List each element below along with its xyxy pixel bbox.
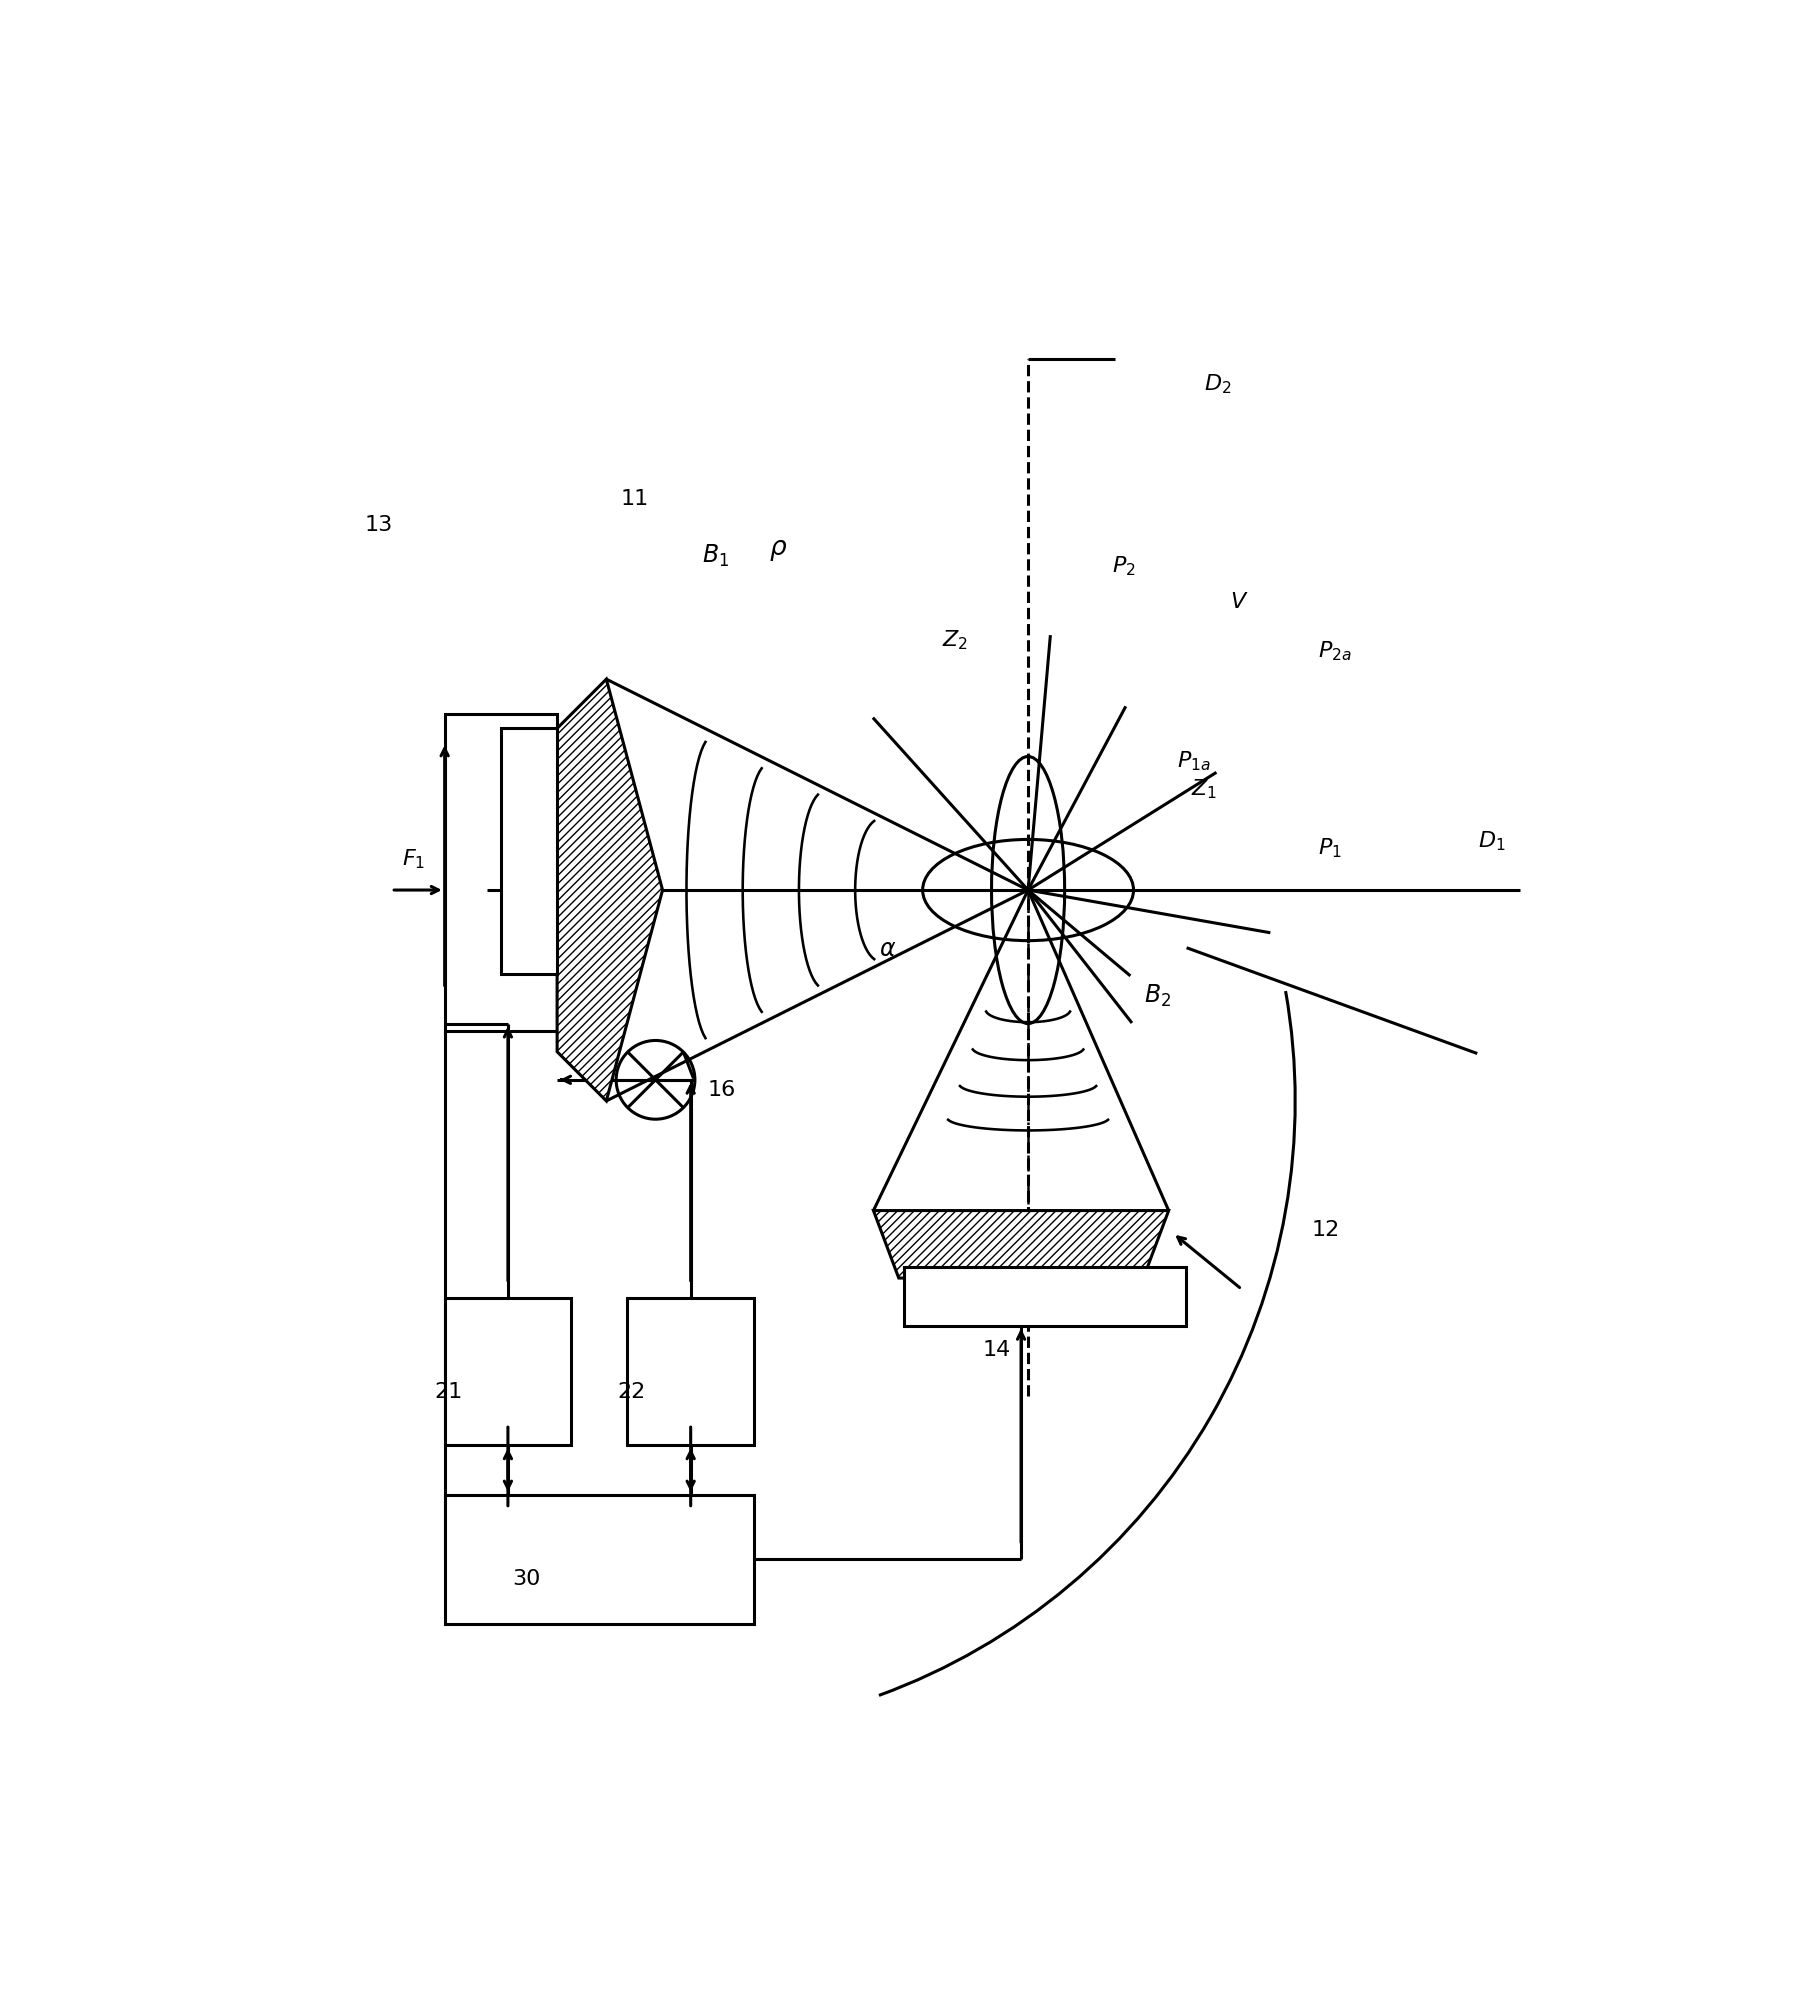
Text: 30: 30 <box>512 1568 541 1588</box>
Bar <box>444 1298 571 1445</box>
Bar <box>905 1266 1186 1327</box>
Text: $P_{2a}$: $P_{2a}$ <box>1317 640 1351 662</box>
Polygon shape <box>874 1210 1168 1278</box>
Bar <box>444 715 557 1031</box>
Bar <box>444 1494 755 1624</box>
Text: 21: 21 <box>435 1383 463 1401</box>
Text: $P_2$: $P_2$ <box>1112 556 1136 578</box>
Text: $V$: $V$ <box>1230 592 1248 612</box>
Bar <box>501 729 557 974</box>
Text: $Z_1$: $Z_1$ <box>1190 777 1217 801</box>
Text: 12: 12 <box>1312 1220 1341 1240</box>
Text: $D_2$: $D_2$ <box>1204 372 1232 397</box>
Text: $\rho$: $\rho$ <box>769 537 787 564</box>
Text: $F_1$: $F_1$ <box>403 847 424 872</box>
Text: $D_1$: $D_1$ <box>1478 829 1506 854</box>
Text: $P_{1a}$: $P_{1a}$ <box>1177 749 1212 773</box>
Bar <box>628 1298 755 1445</box>
Text: 14: 14 <box>983 1341 1010 1359</box>
Text: $F_2$: $F_2$ <box>1034 1284 1056 1308</box>
Text: 22: 22 <box>617 1383 646 1401</box>
Text: $B_1$: $B_1$ <box>702 541 729 568</box>
Text: 11: 11 <box>620 489 649 509</box>
Text: $B_2$: $B_2$ <box>1145 982 1172 1009</box>
Text: $P_1$: $P_1$ <box>1319 835 1342 860</box>
Text: $\alpha$: $\alpha$ <box>878 938 896 960</box>
Text: 13: 13 <box>365 515 392 535</box>
Text: $Z_2$: $Z_2$ <box>941 628 969 652</box>
Text: 16: 16 <box>707 1079 736 1099</box>
Polygon shape <box>557 678 662 1101</box>
